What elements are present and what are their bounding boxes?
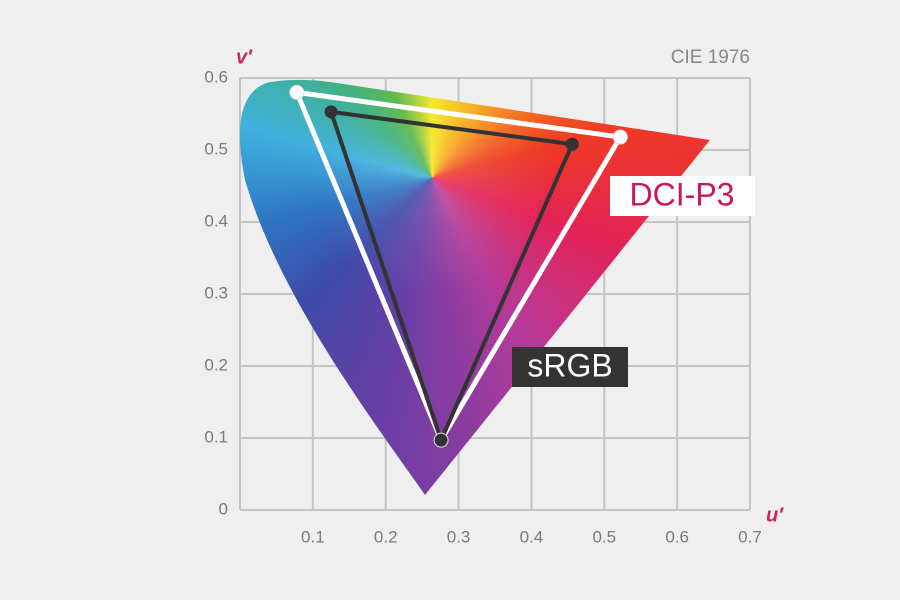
primary-point (612, 129, 628, 145)
primary-point (289, 84, 305, 100)
srgb-label-box (512, 347, 628, 387)
series-label: sRGB (527, 347, 612, 383)
y-tick-label: 0.1 (204, 427, 228, 446)
x-tick-label: 0.3 (447, 527, 471, 546)
y-tick-label: 0.5 (204, 139, 228, 158)
dci-label-box (610, 176, 755, 216)
primary-point (434, 433, 448, 447)
y-tick-label: 0.3 (204, 283, 228, 302)
chart-title: CIE 1976 (671, 47, 750, 68)
y-tick-label: 0 (219, 499, 228, 518)
series-label: DCI-P3 (630, 176, 735, 212)
primary-point (565, 137, 579, 151)
primary-point (324, 105, 338, 119)
y-tick-label: 0.6 (204, 67, 228, 86)
x-tick-label: 0.4 (520, 527, 544, 546)
y-axis-label: v′ (236, 46, 253, 68)
y-tick-label: 0.4 (204, 211, 228, 230)
spectral-locus (240, 78, 750, 510)
x-tick-label: 0.6 (665, 527, 689, 546)
x-axis-label: u′ (766, 504, 784, 526)
gamut-triangle (329, 109, 575, 443)
gamut-marks (289, 84, 628, 448)
x-tick-label: 0.1 (301, 527, 325, 546)
x-tick-label: 0.5 (592, 527, 616, 546)
x-tick-label: 0.7 (738, 527, 762, 546)
y-tick-label: 0.2 (204, 355, 228, 374)
gamut-triangle (294, 89, 623, 443)
x-tick-label: 0.2 (374, 527, 398, 546)
